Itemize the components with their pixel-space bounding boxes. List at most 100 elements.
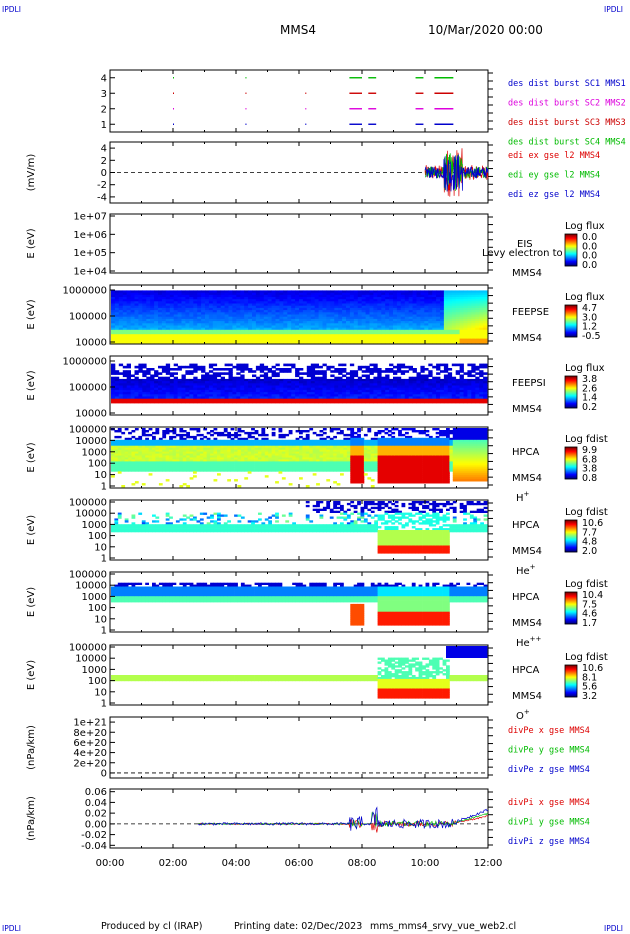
spectrogram-cell: [193, 327, 198, 331]
spectrogram-cell: [412, 305, 417, 309]
spectrogram-cell: [322, 332, 327, 335]
spectrogram-cell: [330, 332, 335, 335]
spectrogram-cell: [224, 329, 229, 333]
spectrogram-cell: [357, 392, 363, 395]
spectrogram-cell: [479, 332, 484, 335]
spectrogram-cell: [244, 383, 249, 386]
spectrogram-cell: [377, 314, 382, 318]
spectrogram-cell: [393, 334, 398, 337]
spectrogram-cell: [145, 433, 149, 437]
spectrogram-cell: [228, 398, 233, 402]
spectrogram-cell: [236, 338, 241, 342]
spectrogram-cell: [111, 321, 116, 324]
spectrogram-cell: [330, 396, 335, 400]
spectrogram-cell: [459, 400, 464, 404]
spectrogram-cell: [475, 398, 480, 402]
spectrogram-cell: [389, 305, 394, 309]
spectrogram-cell: [208, 340, 214, 344]
spectrogram-cell: [117, 461, 122, 464]
spectrogram-cell: [420, 316, 425, 320]
spectrogram-cell: [381, 385, 386, 389]
spectrogram-cell: [263, 294, 269, 298]
colorbar-step: [565, 334, 577, 336]
spectrogram-cell: [295, 299, 300, 302]
spectrogram-cell: [263, 396, 269, 400]
spectrogram-cell: [224, 318, 229, 322]
spectrogram-cell: [267, 321, 272, 324]
spectrogram-cell: [436, 368, 441, 371]
spectrogram-cell: [205, 325, 210, 329]
spectrogram-cell: [455, 310, 460, 313]
spectrogram-cell: [306, 338, 312, 342]
spectrogram-cell: [193, 365, 198, 369]
spectrogram-cell: [299, 329, 304, 333]
spectrogram-cell: [326, 387, 331, 391]
spectrogram-cell: [240, 385, 245, 389]
spectrogram-cell: [330, 389, 335, 393]
spectrogram-cell: [224, 303, 229, 307]
spectrogram-cell: [224, 299, 229, 302]
spectrogram-cell: [255, 325, 261, 329]
spectrogram-cell: [455, 334, 460, 337]
spectrogram-cell: [475, 338, 480, 342]
spectrogram-cell: [146, 370, 151, 373]
spectrogram-cell: [404, 365, 410, 369]
spectrogram-cell: [201, 292, 206, 296]
spectrogram-cell: [299, 316, 304, 320]
spectrogram-cell: [483, 292, 488, 296]
spectrogram-cell: [377, 381, 382, 384]
spectrogram-cell: [369, 389, 374, 393]
spectrogram-cell: [396, 398, 402, 402]
spectrogram-cell: [381, 299, 386, 302]
spectrogram-cell: [463, 294, 468, 298]
spectrogram-cell: [299, 372, 304, 375]
spectrogram-cell: [197, 305, 202, 309]
colorbar-step: [565, 263, 577, 265]
spectrogram-cell: [443, 394, 449, 397]
spectrogram-cell: [334, 318, 339, 322]
spectrogram-cell: [349, 292, 355, 296]
spectrogram-cell: [146, 392, 151, 395]
spectrogram-cell: [349, 394, 355, 397]
spectrogram-cell: [208, 303, 214, 307]
spectrogram-cell: [483, 299, 488, 302]
spectrogram-cell: [432, 314, 437, 318]
spectrogram-cell: [416, 387, 421, 391]
spectrogram-cell: [177, 323, 182, 326]
spectrogram-cell: [279, 321, 284, 324]
spectrogram-cell: [322, 387, 327, 391]
spectrogram-cell: [279, 323, 284, 326]
spectrogram-cell: [124, 449, 129, 452]
spectrogram-cell: [483, 327, 488, 331]
spectrogram-cell: [146, 292, 151, 296]
spectrogram-cell: [173, 338, 178, 342]
spectrogram-cell: [251, 431, 255, 435]
spectrogram-cell: [271, 314, 276, 318]
spectrogram-cell: [443, 307, 449, 311]
spectrogram-cell: [436, 336, 441, 339]
spectrogram-cell: [479, 325, 484, 329]
spectrogram-cell: [237, 469, 242, 472]
spectrogram-cell: [271, 392, 276, 395]
spectrogram-cell: [126, 323, 131, 326]
spectrogram-cell: [373, 396, 378, 400]
spectrogram-cell: [326, 316, 331, 320]
spectrogram-cell: [467, 290, 472, 293]
spectrogram-cell: [185, 398, 190, 402]
colorbar-step: [565, 307, 577, 309]
spectrogram-cell: [158, 394, 163, 397]
spectrogram-cell: [287, 389, 292, 393]
spectrogram-cell: [326, 336, 331, 339]
spectrogram-cell: [400, 329, 406, 333]
colorbar-step: [565, 311, 577, 313]
spectrogram-cell: [455, 321, 460, 324]
spectrogram-cell: [126, 378, 131, 382]
spectrogram-cell: [255, 376, 261, 380]
spectrogram-cell: [121, 465, 126, 468]
spectrogram-cell: [244, 307, 249, 311]
spectrogram-cell: [369, 334, 374, 337]
spectrogram-cell: [114, 439, 119, 443]
spectrogram-cell: [177, 336, 182, 339]
spectrogram-cell: [467, 372, 472, 375]
spectrogram-cell: [122, 398, 128, 402]
